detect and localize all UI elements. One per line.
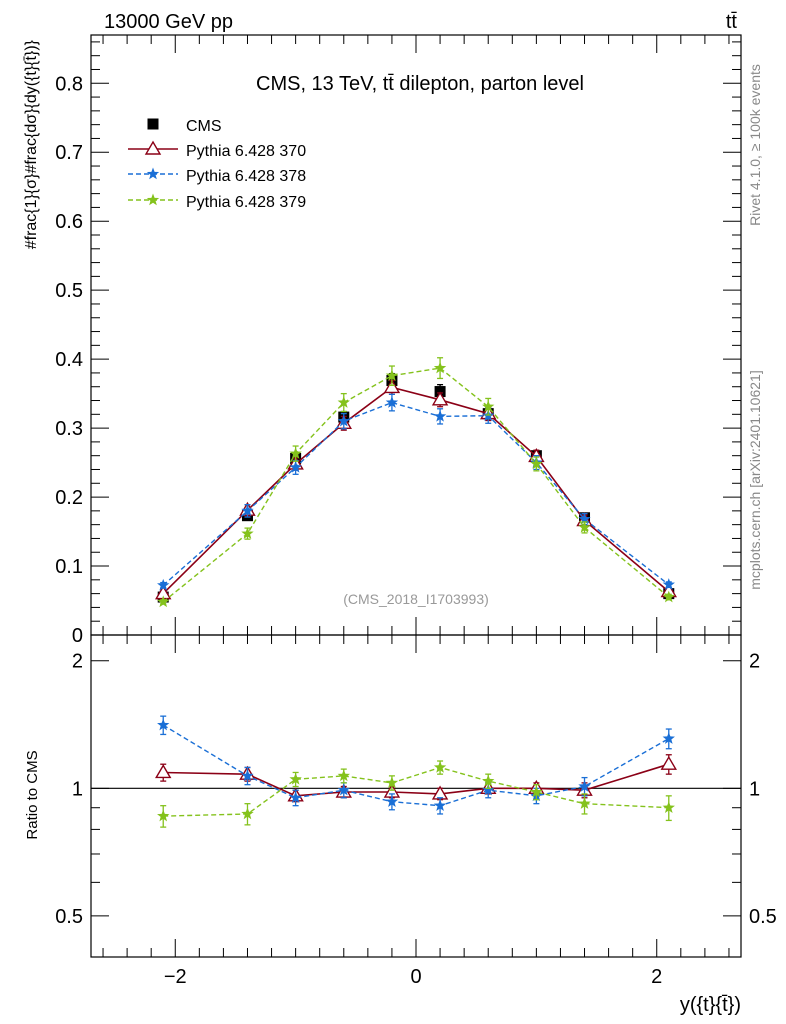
ratio-data-point bbox=[241, 807, 254, 820]
main-y-tick-label: 0.7 bbox=[55, 142, 83, 164]
ratio-data-point bbox=[385, 776, 399, 789]
legend-label-pythia-370: Pythia 6.428 370 bbox=[186, 143, 306, 160]
ratio-series-1 bbox=[157, 715, 675, 815]
main-y-tick-label: 0.6 bbox=[55, 211, 83, 233]
process-label: tt̄ bbox=[726, 11, 738, 33]
plot-title: CMS, 13 TeV, tt̄ dilepton, parton level bbox=[256, 73, 584, 95]
ratio-data-point bbox=[482, 774, 495, 787]
main-data-point bbox=[433, 409, 447, 422]
ratio-data-point bbox=[337, 769, 350, 782]
ratio-series-0 bbox=[155, 754, 677, 803]
mcplots-label: mcplots.cern.ch [arXiv:2401.10621] bbox=[747, 370, 763, 589]
main-data-point bbox=[385, 369, 399, 381]
ratio-y-tick-label-right: 0.5 bbox=[749, 906, 777, 928]
main-data-point bbox=[662, 578, 675, 590]
main-data-point bbox=[578, 512, 591, 525]
main-series-1 bbox=[155, 379, 677, 600]
main-data-point bbox=[578, 520, 591, 533]
main-y-tick-label: 0.4 bbox=[55, 349, 83, 371]
main-y-tick-label: 0.2 bbox=[55, 487, 83, 509]
main-series-0 bbox=[157, 372, 675, 603]
main-y-axis-ticks: 0 0.1 0.2 0.3 0.4 0.5 0.6 0.7 0.8 bbox=[55, 41, 741, 647]
energy-label: 13000 GeV pp bbox=[104, 11, 233, 33]
legend-marker bbox=[146, 193, 160, 206]
ratio-data-point bbox=[662, 801, 675, 813]
ratio-plot-frame bbox=[90, 634, 742, 958]
main-data-point bbox=[433, 361, 447, 374]
main-data-point bbox=[157, 595, 170, 608]
ratio-data-point bbox=[578, 779, 591, 792]
ratio-data-point bbox=[385, 795, 399, 807]
ratio-data-point bbox=[578, 797, 591, 809]
ratio-data-point bbox=[289, 791, 302, 804]
main-data-point bbox=[383, 379, 401, 394]
main-y-tick-label: 0 bbox=[72, 625, 83, 647]
main-plot-series bbox=[155, 357, 677, 608]
ratio-series-2 bbox=[157, 760, 675, 828]
ratio-series-line bbox=[163, 766, 669, 817]
ratio-plot-series bbox=[155, 715, 677, 828]
ratio-y-axis-label: Ratio to CMS bbox=[24, 750, 41, 839]
ratio-y-axis-ticks: 0.5 0.5 1 1 2 2 bbox=[55, 651, 777, 928]
main-data-point bbox=[289, 447, 302, 459]
main-series-3 bbox=[157, 357, 675, 608]
ratio-y-tick-label: 2 bbox=[72, 651, 83, 673]
ratio-y-tick-label-right: 2 bbox=[749, 651, 760, 673]
ratio-series-line bbox=[162, 724, 670, 807]
watermark-label: (CMS_2018_I1703993) bbox=[343, 591, 489, 607]
x-axis-ticks: −2 0 2 bbox=[102, 35, 730, 988]
legend-marker bbox=[144, 140, 162, 155]
main-data-point bbox=[431, 391, 449, 406]
main-y-tick-label: 0.8 bbox=[55, 73, 83, 95]
ratio-data-point bbox=[157, 809, 170, 822]
main-data-point bbox=[662, 590, 675, 603]
main-data-point bbox=[157, 578, 170, 591]
main-data-point bbox=[289, 460, 302, 473]
ratio-data-point bbox=[157, 718, 170, 731]
ratio-data-point bbox=[289, 772, 302, 785]
ratio-data-point bbox=[482, 783, 495, 796]
main-series-line bbox=[162, 401, 670, 586]
main-y-axis-label: #frac{1}{σ}#frac{dσ}{dy({t}{t̄})} bbox=[23, 39, 40, 249]
legend-label-pythia-379: Pythia 6.428 379 bbox=[186, 194, 306, 211]
legend-label-cms: CMS bbox=[186, 118, 222, 135]
ratio-y-tick-label: 1 bbox=[72, 778, 83, 800]
ratio-data-point bbox=[530, 785, 543, 798]
legend-marker bbox=[147, 118, 159, 130]
main-y-tick-label: 0.1 bbox=[55, 556, 83, 578]
ratio-data-point bbox=[433, 760, 447, 773]
main-data-point bbox=[241, 527, 254, 539]
ratio-data-point bbox=[660, 755, 677, 770]
main-data-point bbox=[337, 414, 350, 427]
ratio-data-point bbox=[662, 732, 675, 744]
main-data-point bbox=[385, 396, 399, 408]
ratio-y-tick-label: 0.5 bbox=[55, 906, 83, 928]
rivet-label: Rivet 4.1.0, ≥ 100k events bbox=[747, 64, 763, 226]
ratio-data-point bbox=[433, 799, 447, 811]
main-data-point bbox=[530, 457, 543, 470]
x-tick-label: 2 bbox=[651, 966, 662, 988]
main-series-line bbox=[162, 367, 670, 603]
main-y-tick-label: 0.3 bbox=[55, 418, 83, 440]
main-data-point bbox=[337, 396, 350, 408]
legend-label-pythia-378: Pythia 6.428 378 bbox=[186, 168, 306, 185]
ratio-series-line bbox=[163, 763, 670, 797]
main-data-point bbox=[241, 504, 254, 517]
main-y-tick-label: 0.5 bbox=[55, 280, 83, 302]
main-series-2 bbox=[157, 393, 675, 591]
main-data-point bbox=[482, 400, 495, 412]
main-series-line bbox=[162, 386, 670, 595]
ratio-y-tick-label-right: 1 bbox=[749, 778, 760, 800]
x-axis-label: y({t}{t̄}) bbox=[680, 994, 741, 1016]
ratio-data-point bbox=[155, 764, 172, 779]
legend-marker bbox=[146, 167, 160, 180]
legend: CMS Pythia 6.428 370 Pythia 6.428 378 Py… bbox=[128, 118, 306, 211]
x-tick-label: −2 bbox=[164, 966, 187, 988]
x-tick-label: 0 bbox=[410, 966, 421, 988]
ratio-data-point bbox=[337, 783, 350, 796]
ratio-data-point bbox=[241, 769, 254, 782]
